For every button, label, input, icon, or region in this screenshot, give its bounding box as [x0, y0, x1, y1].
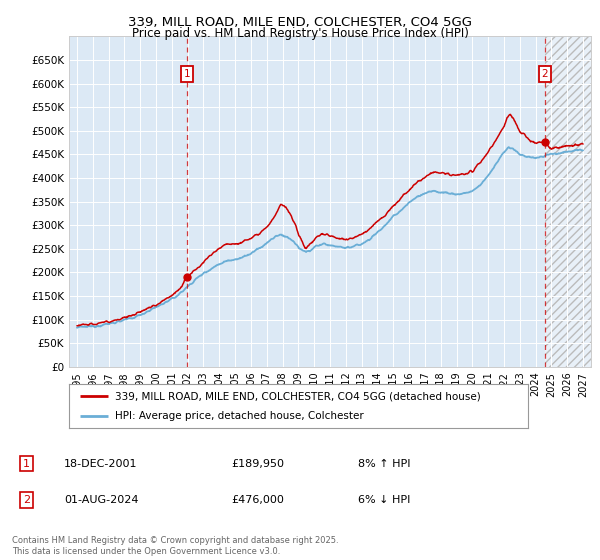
Text: Contains HM Land Registry data © Crown copyright and database right 2025.
This d: Contains HM Land Registry data © Crown c… [12, 536, 338, 556]
Bar [545, 36, 591, 367]
Text: 339, MILL ROAD, MILE END, COLCHESTER, CO4 5GG: 339, MILL ROAD, MILE END, COLCHESTER, CO… [128, 16, 472, 29]
Text: HPI: Average price, detached house, Colchester: HPI: Average price, detached house, Colc… [115, 411, 364, 421]
Text: 1: 1 [23, 459, 30, 469]
Text: 01-AUG-2024: 01-AUG-2024 [64, 495, 139, 505]
Text: Price paid vs. HM Land Registry's House Price Index (HPI): Price paid vs. HM Land Registry's House … [131, 27, 469, 40]
Text: 6% ↓ HPI: 6% ↓ HPI [358, 495, 410, 505]
Text: 339, MILL ROAD, MILE END, COLCHESTER, CO4 5GG (detached house): 339, MILL ROAD, MILE END, COLCHESTER, CO… [115, 391, 481, 401]
Text: £189,950: £189,950 [231, 459, 284, 469]
Text: £476,000: £476,000 [231, 495, 284, 505]
Text: 1: 1 [184, 69, 190, 79]
Bar [545, 36, 591, 367]
Text: 8% ↑ HPI: 8% ↑ HPI [358, 459, 410, 469]
Text: 2: 2 [23, 495, 30, 505]
Text: 18-DEC-2001: 18-DEC-2001 [64, 459, 137, 469]
Text: 2: 2 [541, 69, 548, 79]
